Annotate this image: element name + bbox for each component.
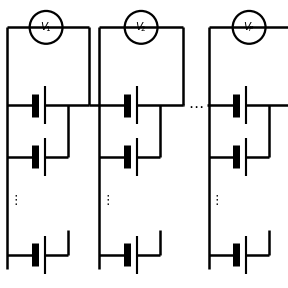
Text: $\cdots$: $\cdots$ bbox=[188, 98, 204, 113]
Text: $V_{\!2}$: $V_{\!2}$ bbox=[135, 20, 147, 34]
Text: $\vdots$: $\vdots$ bbox=[210, 193, 219, 207]
Text: $V_{\!1}$: $V_{\!1}$ bbox=[40, 20, 52, 34]
Text: $\vdots$: $\vdots$ bbox=[101, 193, 109, 207]
Text: $V_{\!P}$: $V_{\!P}$ bbox=[243, 20, 255, 34]
Text: $\vdots$: $\vdots$ bbox=[9, 193, 17, 207]
